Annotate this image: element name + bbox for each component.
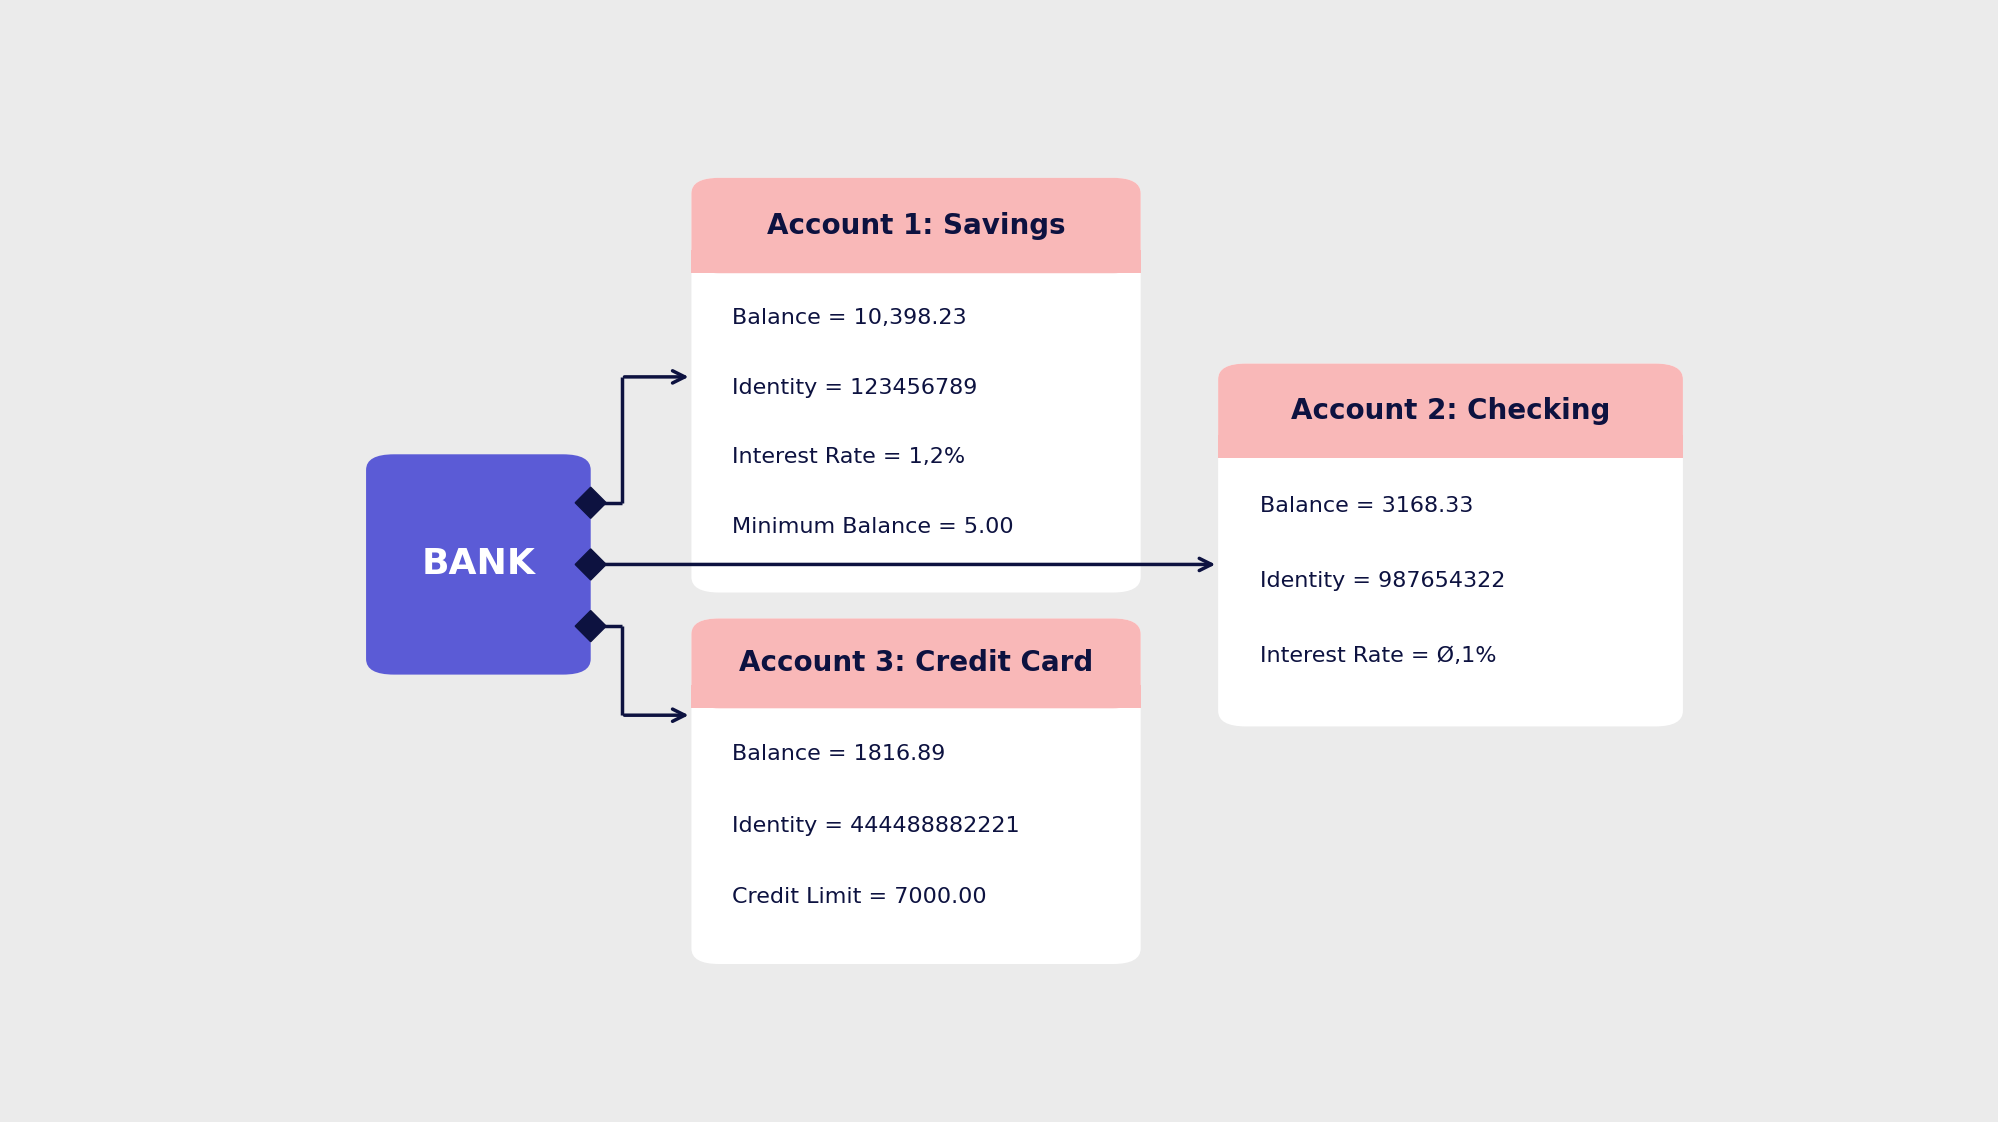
FancyBboxPatch shape bbox=[691, 618, 1141, 964]
Polygon shape bbox=[575, 549, 605, 580]
Text: BANK: BANK bbox=[422, 548, 535, 581]
FancyBboxPatch shape bbox=[1217, 364, 1682, 726]
Text: Interest Rate = 1,2%: Interest Rate = 1,2% bbox=[731, 448, 965, 467]
Bar bbox=[691, 250, 1141, 274]
FancyBboxPatch shape bbox=[691, 618, 1141, 708]
Polygon shape bbox=[575, 487, 605, 518]
FancyBboxPatch shape bbox=[366, 454, 591, 674]
Text: Balance = 10,398.23: Balance = 10,398.23 bbox=[731, 309, 965, 329]
Text: Identity = 987654322: Identity = 987654322 bbox=[1259, 571, 1504, 591]
Text: Account 1: Savings: Account 1: Savings bbox=[767, 212, 1065, 239]
Text: Credit Limit = 7000.00: Credit Limit = 7000.00 bbox=[731, 886, 985, 907]
Text: Interest Rate = Ø,1%: Interest Rate = Ø,1% bbox=[1259, 645, 1497, 665]
FancyBboxPatch shape bbox=[691, 178, 1141, 274]
Bar bbox=[691, 684, 1141, 708]
Text: Balance = 3168.33: Balance = 3168.33 bbox=[1259, 496, 1473, 516]
Text: Balance = 1816.89: Balance = 1816.89 bbox=[731, 745, 945, 764]
FancyBboxPatch shape bbox=[691, 178, 1141, 592]
Polygon shape bbox=[575, 610, 605, 642]
Bar bbox=[1217, 434, 1682, 458]
Text: Identity = 123456789: Identity = 123456789 bbox=[731, 378, 977, 398]
FancyBboxPatch shape bbox=[1217, 364, 1682, 458]
Text: Minimum Balance = 5.00: Minimum Balance = 5.00 bbox=[731, 516, 1013, 536]
Text: Identity = 444488882221: Identity = 444488882221 bbox=[731, 816, 1019, 836]
Text: Account 3: Credit Card: Account 3: Credit Card bbox=[739, 650, 1093, 678]
Text: Account 2: Checking: Account 2: Checking bbox=[1291, 397, 1610, 425]
